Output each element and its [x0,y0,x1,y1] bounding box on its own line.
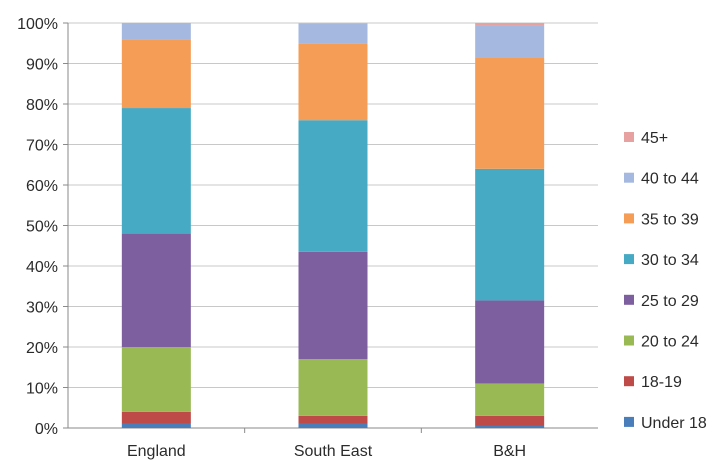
y-tick-label: 90% [26,57,58,74]
legend-label: Under 18 [641,415,707,432]
x-category-label: B&H [493,443,526,460]
legend-swatch [624,213,634,224]
y-tick-label: 40% [26,259,58,276]
bar-segment [475,415,545,426]
legend-swatch [624,294,634,305]
bar-segment [121,423,191,428]
bar-segment [121,411,191,424]
bar-segment [475,168,545,301]
y-tick-label: 60% [26,178,58,195]
bar-segment [298,120,368,252]
x-category-label: South East [294,443,373,460]
y-tick-label: 100% [17,16,58,33]
x-category-label: England [127,443,186,460]
legend-label: 30 to 34 [641,252,699,269]
bar-segment [475,425,545,428]
bar-segment [475,300,545,384]
legend-swatch [624,416,634,427]
bar-segment [298,23,368,44]
legend-swatch [624,132,634,142]
bar-segment [298,415,368,424]
bar-segment [121,39,191,109]
y-tick-label: 50% [26,219,58,236]
legend-swatch [624,376,634,387]
bar-segment [121,108,191,234]
bar-segment [298,43,368,121]
y-tick-label: 0% [35,421,58,438]
legend-label: 20 to 24 [641,334,699,351]
bar-segment [121,23,191,40]
legend-label: 25 to 29 [641,293,699,310]
bar-segment [298,251,368,360]
legend-swatch [624,254,634,265]
legend-label: 35 to 39 [641,211,699,228]
bar-segment [298,23,368,24]
y-tick-label: 80% [26,97,58,114]
y-tick-label: 20% [26,340,58,357]
bar-segment [475,383,545,416]
legend-label: 45+ [641,130,668,147]
bar-segment [475,23,545,26]
bar-segment [475,25,545,58]
bar-segment [121,233,191,347]
y-tick-label: 30% [26,300,58,317]
y-tick-label: 70% [26,138,58,155]
bar-segment [121,347,191,412]
bar-segment [298,423,368,428]
bar-segment [475,57,545,169]
legend-swatch [624,335,634,346]
bar-segment [298,359,368,416]
y-tick-label: 10% [26,381,58,398]
legend-label: 18-19 [641,374,682,391]
legend-swatch [624,172,634,183]
legend-label: 40 to 44 [641,171,699,188]
